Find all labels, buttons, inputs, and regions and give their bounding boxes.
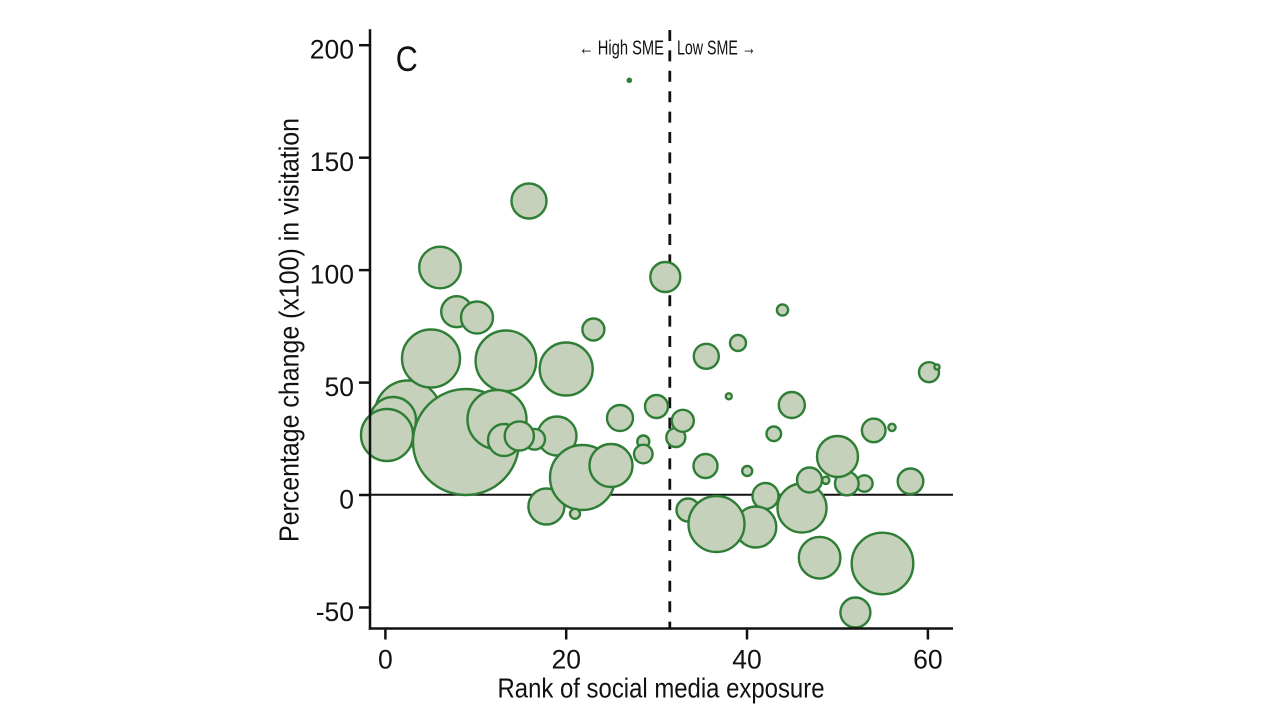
svg-text:C: C [396,40,418,79]
svg-text:-50: -50 [316,597,354,627]
svg-text:40: 40 [732,644,761,674]
svg-text:0: 0 [339,484,354,514]
svg-text:100: 100 [310,259,354,289]
svg-text:200: 200 [310,35,354,65]
svg-text:20: 20 [551,644,580,674]
svg-text:0: 0 [378,644,393,674]
svg-text:Low SME →: Low SME → [677,38,756,60]
svg-text:50: 50 [325,372,354,402]
svg-text:Percentage change (x100) in vi: Percentage change (x100) in visitation [274,118,305,542]
svg-text:150: 150 [310,147,354,177]
svg-text:Rank of social media exposure: Rank of social media exposure [498,673,825,704]
svg-text:← High SME: ← High SME [579,38,664,60]
svg-text:60: 60 [913,644,942,674]
